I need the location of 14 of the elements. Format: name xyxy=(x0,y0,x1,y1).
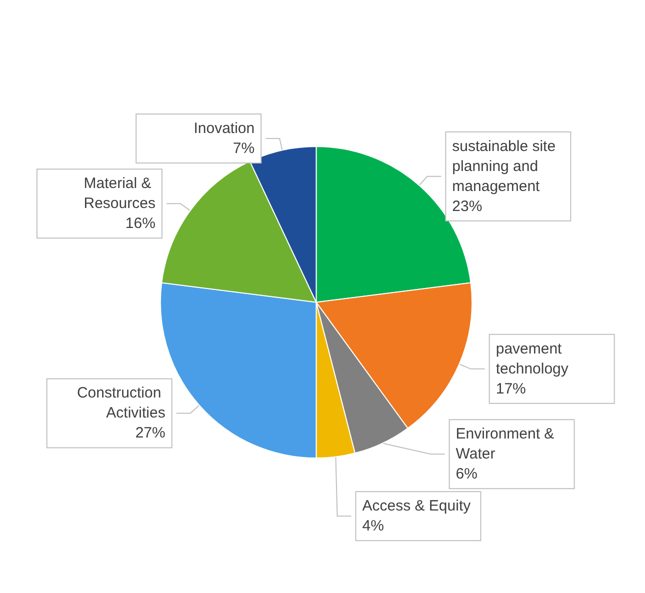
data-label: 17% xyxy=(496,380,526,398)
slice-label: pavement technology xyxy=(496,340,569,378)
slice-label: Access & Equity xyxy=(362,498,472,515)
slice-label: Material & Resources xyxy=(84,175,156,212)
data-label: 16% xyxy=(125,215,156,232)
slice-label: Construction Activities xyxy=(76,384,166,422)
data-label: 4% xyxy=(362,518,384,535)
slice-label: Inovation xyxy=(194,120,255,138)
data-label: 6% xyxy=(456,466,478,483)
slice-label: Environment & Water xyxy=(456,426,558,463)
data-label: 23% xyxy=(452,198,482,215)
slice-label: sustainable site planning and management xyxy=(452,138,560,195)
data-label: 27% xyxy=(135,424,166,442)
data-label: 7% xyxy=(232,140,255,158)
